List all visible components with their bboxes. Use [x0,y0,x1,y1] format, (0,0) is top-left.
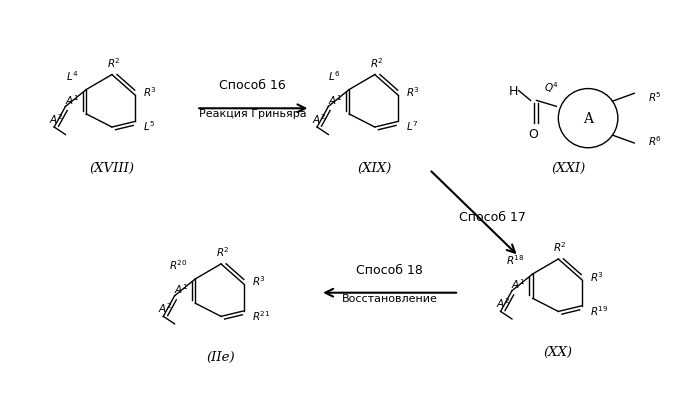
Text: $R^{20}$: $R^{20}$ [169,257,188,271]
Text: $A^1$: $A^1$ [328,93,342,107]
Text: $R^{18}$: $R^{18}$ [506,253,525,266]
Text: $R^2$: $R^2$ [107,56,121,69]
Text: $L^6$: $L^6$ [328,69,341,83]
Text: $R^{19}$: $R^{19}$ [589,303,608,317]
Text: $L^7$: $L^7$ [406,119,419,133]
Text: A: A [583,112,593,126]
Text: $Q^4$: $Q^4$ [544,81,559,95]
Text: (IIe): (IIe) [206,350,235,363]
Text: $R^2$: $R^2$ [216,245,230,258]
Text: $R^3$: $R^3$ [406,85,420,99]
Text: (XVIII): (XVIII) [90,162,134,174]
Text: $R^3$: $R^3$ [144,85,158,99]
Text: $R^3$: $R^3$ [589,269,603,283]
Text: (XIX): (XIX) [358,162,392,174]
Text: $L^4$: $L^4$ [66,69,78,83]
Text: $A^1$: $A^1$ [512,277,526,290]
Text: $L^5$: $L^5$ [144,119,155,133]
Text: $A^2$: $A^2$ [496,296,510,309]
Text: (XX): (XX) [544,346,573,358]
Text: Восстановление: Восстановление [342,293,438,303]
Text: $A^1$: $A^1$ [65,93,79,107]
Text: $A^1$: $A^1$ [174,282,188,296]
Text: $R^5$: $R^5$ [648,90,661,104]
Text: $A^2$: $A^2$ [158,300,173,314]
Text: $A^2$: $A^2$ [49,111,64,125]
Text: $R^3$: $R^3$ [252,274,266,288]
Text: $R^{21}$: $R^{21}$ [252,308,271,322]
Text: $R^6$: $R^6$ [648,134,661,148]
Text: O: O [528,128,538,141]
Text: $R^2$: $R^2$ [554,240,567,253]
Text: Способ 17: Способ 17 [459,211,526,224]
Text: Способ 16: Способ 16 [219,78,286,91]
Text: $R^2$: $R^2$ [370,56,384,69]
Text: $A^2$: $A^2$ [312,111,326,125]
Text: Реакция Гриньяра: Реакция Гриньяра [199,109,307,119]
Text: (XXI): (XXI) [551,162,585,174]
Text: H: H [509,85,519,98]
Text: Способ 18: Способ 18 [356,263,423,276]
